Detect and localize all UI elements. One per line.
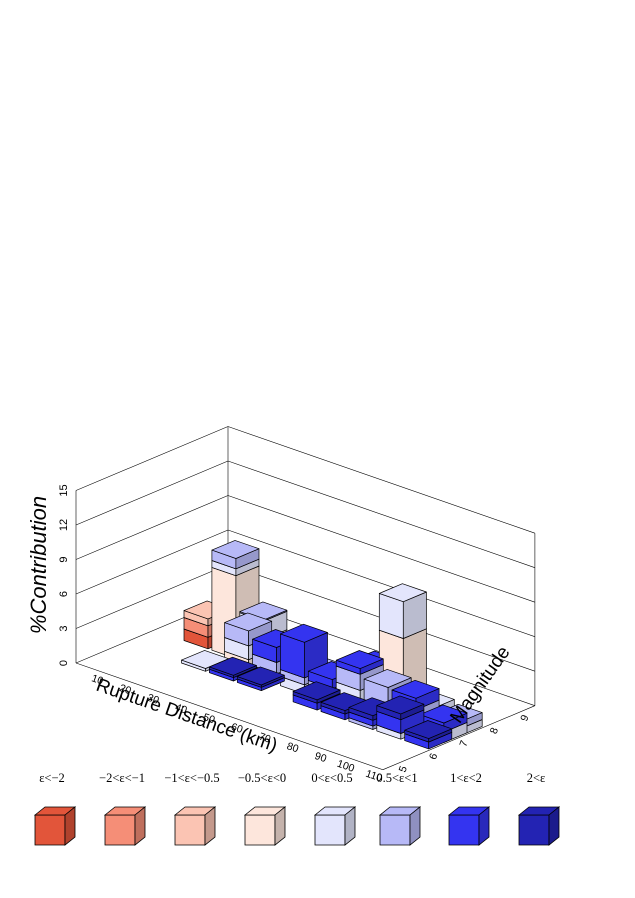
x-tick-label: 90 xyxy=(313,750,328,765)
x-tick-label: 30 xyxy=(146,692,161,707)
left-wall-gridline xyxy=(75,529,229,595)
legend-cube-side xyxy=(204,806,216,846)
x-tick-label: 80 xyxy=(285,740,300,755)
x-tick-label: 20 xyxy=(118,682,133,697)
bar-segment-top xyxy=(224,612,273,632)
bar-segment-top xyxy=(419,704,468,724)
legend-label: 0<ε<0.5 xyxy=(311,771,352,785)
z-tick-label: 6 xyxy=(58,591,70,597)
legend-cube-front xyxy=(314,814,346,846)
legend-cube-side xyxy=(409,806,421,846)
x-tick-label: 40 xyxy=(174,701,189,716)
z-axis-title: %Contribution xyxy=(26,496,51,634)
legend-label: ε<−2 xyxy=(39,771,65,785)
legend-label: −2<ε<−1 xyxy=(99,771,145,785)
legend-cube xyxy=(33,806,77,846)
legend-cube xyxy=(173,806,217,846)
x-tick-label: 70 xyxy=(257,731,272,746)
back-wall-gridline xyxy=(227,495,535,603)
legend-cube xyxy=(517,806,561,846)
bar-segment-top xyxy=(209,656,257,676)
z-tick-label: 3 xyxy=(58,625,70,631)
legend-cube xyxy=(378,806,422,846)
bar-stack xyxy=(236,666,285,692)
bar-segment-top xyxy=(211,540,260,559)
bar-segment-top xyxy=(292,681,341,701)
z-tick-label: 12 xyxy=(58,519,70,531)
y-tick-label: 5 xyxy=(397,764,410,774)
legend-cube-front xyxy=(518,814,550,846)
bar-segment-top xyxy=(391,679,440,699)
z-tick-label: 9 xyxy=(58,556,70,562)
legend-label: −1<ε<−0.5 xyxy=(164,771,219,785)
legend: ε<−2 −2<ε<−1 −1<ε<−0.5 −0.5<ε<0 0<ε<0.5 0.5<ε… xyxy=(33,771,561,846)
y-tick-label: 9 xyxy=(518,713,531,723)
legend-cube-front xyxy=(244,814,276,846)
left-wall-gridline xyxy=(75,495,229,560)
x-tick-label: 50 xyxy=(201,711,216,726)
y-tick-label: 7 xyxy=(457,739,470,749)
legend-cube-side xyxy=(134,806,146,846)
back-wall-gridline xyxy=(227,426,535,534)
back-wall-gridline xyxy=(227,460,535,568)
legend-cube xyxy=(447,806,491,846)
z-tick-label: 15 xyxy=(58,484,70,496)
left-wall-gridline xyxy=(75,460,229,526)
left-wall-gridline xyxy=(75,564,229,629)
legend-cube-front xyxy=(448,814,480,846)
legend-cube xyxy=(313,806,357,846)
x-tick-label: 110 xyxy=(364,768,384,785)
z-tick-label: 0 xyxy=(58,660,70,666)
bar-stack xyxy=(404,720,453,750)
x-tick-label: 10 xyxy=(90,672,105,687)
floor-front-edge xyxy=(75,662,383,770)
left-wall-gridline xyxy=(75,426,229,491)
legend-label: 0.5<ε<1 xyxy=(376,771,417,785)
legend-label: 1<ε<2 xyxy=(450,771,482,785)
legend-cube-side xyxy=(64,806,76,846)
legend-cube xyxy=(103,806,147,846)
legend-cube-side xyxy=(548,806,560,846)
back-wall-gridline xyxy=(227,529,535,637)
legend-cube-front xyxy=(104,814,136,846)
legend-label: 2<ε xyxy=(527,771,546,785)
legend-cube-side xyxy=(274,806,286,846)
legend-cube-front xyxy=(34,814,66,846)
legend-cube-side xyxy=(344,806,356,846)
x-tick-label: 100 xyxy=(335,758,356,775)
legend-cube-front xyxy=(379,814,411,846)
x-tick-label: 60 xyxy=(229,721,244,736)
legend-cube-side xyxy=(478,806,490,846)
legend-cube xyxy=(243,806,287,846)
y-tick-label: 8 xyxy=(488,726,501,736)
bar-stacks xyxy=(181,540,483,750)
floor-right-edge xyxy=(382,705,536,770)
y-tick-label: 6 xyxy=(427,752,440,762)
bar-stack xyxy=(376,695,425,740)
bar-segment-top xyxy=(378,583,427,603)
bar-segment-top xyxy=(363,669,412,688)
bar-segment-top xyxy=(376,695,425,715)
bar-segment-top xyxy=(335,650,384,669)
legend-label: −0.5<ε<0 xyxy=(238,771,286,785)
bar-segment-top xyxy=(404,720,453,739)
bar-segment-top xyxy=(280,623,328,643)
legend-cube-front xyxy=(174,814,206,846)
bar-segment-top xyxy=(236,666,285,686)
